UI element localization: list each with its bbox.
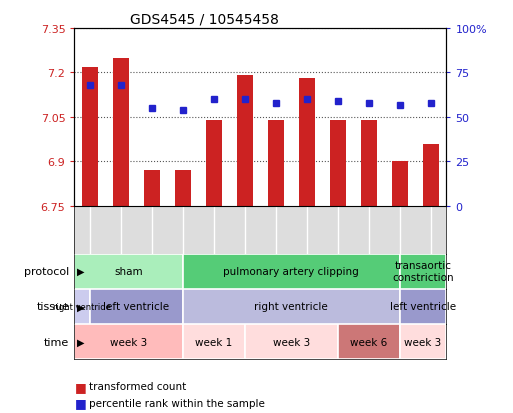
Text: right ventricle: right ventricle bbox=[254, 301, 328, 312]
Bar bbox=[400, 289, 446, 324]
Text: percentile rank within the sample: percentile rank within the sample bbox=[89, 398, 265, 408]
Text: week 3: week 3 bbox=[110, 337, 147, 347]
Bar bbox=[82, 67, 97, 206]
Bar bbox=[338, 324, 400, 359]
Text: week 6: week 6 bbox=[350, 337, 387, 347]
Text: ▶: ▶ bbox=[77, 266, 85, 277]
Text: GDS4545 / 10545458: GDS4545 / 10545458 bbox=[130, 12, 279, 26]
Bar bbox=[74, 289, 90, 324]
Text: week 3: week 3 bbox=[404, 337, 442, 347]
Bar bbox=[361, 121, 377, 206]
Bar bbox=[400, 254, 446, 289]
Bar bbox=[175, 171, 191, 206]
Bar bbox=[113, 59, 129, 206]
Text: time: time bbox=[44, 337, 69, 347]
Bar bbox=[400, 324, 446, 359]
Text: protocol: protocol bbox=[24, 266, 69, 277]
Bar bbox=[183, 289, 400, 324]
Text: ■: ■ bbox=[74, 396, 86, 409]
Bar bbox=[90, 289, 183, 324]
Bar bbox=[268, 121, 284, 206]
Bar bbox=[330, 121, 346, 206]
Text: ■: ■ bbox=[74, 380, 86, 393]
Bar bbox=[183, 324, 245, 359]
Text: left ventricle: left ventricle bbox=[103, 301, 169, 312]
Text: ▶: ▶ bbox=[77, 337, 85, 347]
Bar bbox=[74, 254, 183, 289]
Text: week 3: week 3 bbox=[273, 337, 310, 347]
Text: sham: sham bbox=[114, 266, 143, 277]
Text: right ventride: right ventride bbox=[53, 302, 111, 311]
Bar bbox=[423, 145, 439, 206]
Bar bbox=[144, 171, 160, 206]
Text: pulmonary artery clipping: pulmonary artery clipping bbox=[224, 266, 359, 277]
Bar bbox=[206, 121, 222, 206]
Text: left ventricle: left ventricle bbox=[390, 301, 456, 312]
Bar bbox=[245, 324, 338, 359]
Text: week 1: week 1 bbox=[195, 337, 232, 347]
Bar bbox=[392, 162, 407, 206]
Text: transformed count: transformed count bbox=[89, 381, 186, 391]
Bar bbox=[299, 79, 314, 206]
Text: tissue: tissue bbox=[36, 301, 69, 312]
Text: ▶: ▶ bbox=[77, 301, 85, 312]
Text: transaortic
constriction: transaortic constriction bbox=[392, 261, 454, 282]
Bar bbox=[74, 324, 183, 359]
Bar bbox=[183, 254, 400, 289]
Bar bbox=[237, 76, 252, 206]
